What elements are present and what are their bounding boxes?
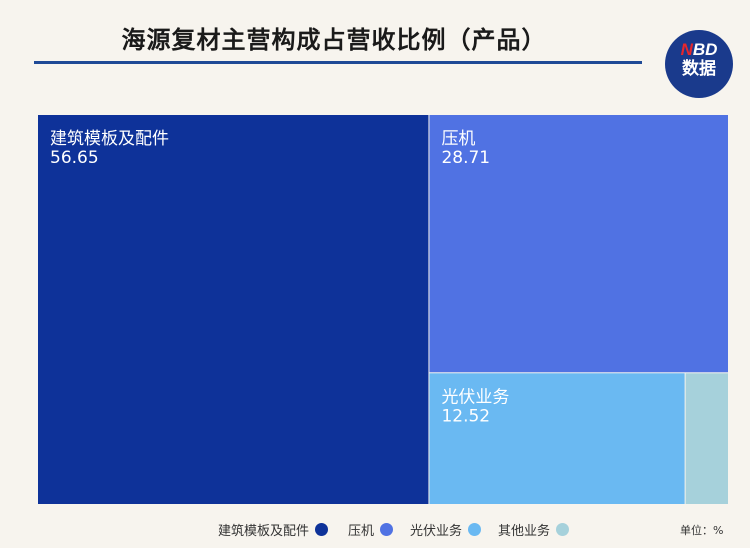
treemap-tile-3 [429, 373, 685, 504]
chart-title: 海源复材主营构成占营收比例（产品） [121, 26, 547, 54]
tile-name-label: 压机 [441, 129, 475, 149]
tile-name-label: 光伏业务 [441, 387, 509, 407]
tile-value-label: 28.71 [441, 148, 490, 168]
title-underline [34, 61, 642, 64]
treemap-tile-1 [38, 115, 429, 504]
tile-value-label: 12.52 [441, 406, 490, 426]
tile-name-label: 建筑模板及配件 [50, 129, 169, 149]
nbd-logo: NBD 数据 [665, 30, 733, 98]
legend-swatch [468, 522, 482, 536]
tile-value-label: 56.65 [50, 148, 99, 168]
legend-swatch [556, 522, 570, 536]
unit-note: 单位：% [680, 524, 724, 537]
legend-label: 建筑模板及配件 [218, 523, 310, 539]
legend-label: 压机 [348, 523, 375, 539]
legend: 建筑模板及配件 压机 光伏业务 其他业务 [0, 519, 750, 541]
legend-item: 建筑模板及配件 [218, 519, 329, 539]
legend-item: 压机 [348, 519, 394, 539]
legend-item: 光伏业务 [410, 519, 482, 539]
treemap-tile-2 [429, 115, 728, 373]
treemap-tile-4 [685, 373, 728, 504]
legend-label: 其他业务 [498, 523, 551, 539]
legend-item: 其他业务 [498, 519, 570, 539]
legend-swatch [380, 522, 394, 536]
legend-label: 光伏业务 [410, 523, 463, 539]
legend-swatch [315, 522, 329, 536]
